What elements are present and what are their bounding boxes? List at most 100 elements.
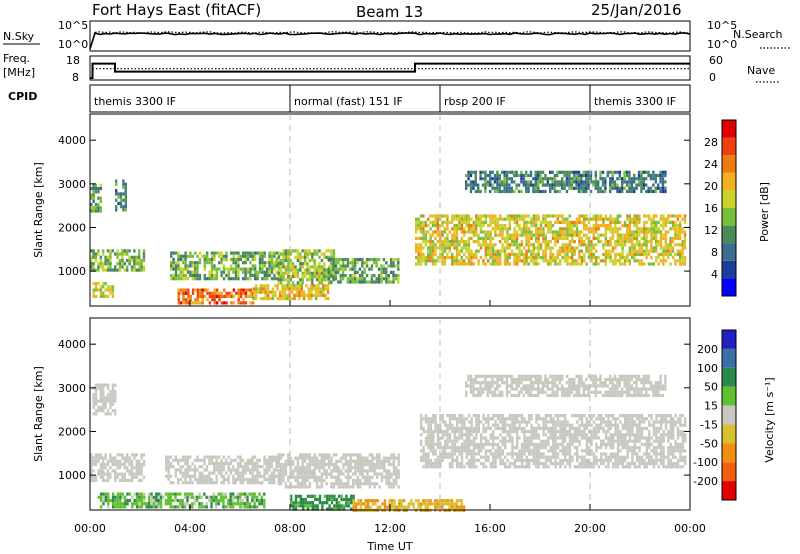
heatmap-cell [458,449,461,453]
heatmap-cell [633,233,636,237]
heatmap-cell [208,458,211,462]
heatmap-cell [458,452,461,456]
heatmap-cell [92,288,95,292]
heatmap-cell [451,442,454,446]
heatmap-cell [419,505,423,509]
heatmap-cell [532,455,536,459]
heatmap-cell [251,267,254,271]
heatmap-cell [561,227,564,231]
heatmap-cell [429,214,432,218]
heatmap-cell [239,301,243,305]
heatmap-cell [623,177,626,181]
heatmap-cell [99,258,102,263]
heatmap-cell [616,230,619,234]
heatmap-cell [525,214,528,218]
heatmap-cell [340,504,343,508]
heatmap-cell [539,246,543,250]
heatmap-cell [208,270,211,274]
heatmap-cell [327,466,331,470]
heatmap-cell [434,442,437,446]
heatmap-cell [334,264,338,268]
heatmap-cell [448,220,451,224]
heatmap-cell [587,180,590,184]
heatmap-cell [294,271,297,275]
heatmap-cell [296,466,300,470]
heatmap-cell [328,494,331,498]
heatmap-cell [289,485,292,489]
heatmap-cell [223,288,226,292]
heatmap-cell [419,502,423,506]
heatmap-cell [104,282,107,286]
heatmap-cell [194,261,197,265]
heatmap-cell [652,170,655,174]
heatmap-cell [631,236,634,240]
heatmap-cell [532,430,536,434]
heatmap-cell [380,274,383,278]
heatmap-cell [182,277,185,281]
heatmap-cell [239,291,243,295]
heatmap-cell [111,291,115,295]
heatmap-cell [619,262,622,266]
heatmap-cell [585,233,588,237]
heatmap-cell [296,459,300,463]
heatmap-cell [371,502,375,506]
heatmap-cell [256,465,259,469]
heatmap-cell [664,246,667,250]
heatmap-cell [337,459,340,463]
heatmap-cell [318,281,321,285]
heatmap-cell [123,495,127,499]
heatmap-cell [344,274,347,278]
heatmap-cell [383,466,386,470]
heatmap-cell [571,233,574,237]
heatmap-cell [528,465,531,469]
heatmap-cell [130,475,134,479]
heatmap-cell [327,462,331,467]
heatmap-cell [229,492,232,496]
heatmap-cell [539,189,542,194]
heatmap-cell [218,267,221,271]
heatmap-cell [326,501,329,505]
heatmap-cell [239,477,242,482]
heatmap-cell [429,252,432,256]
heatmap-cell [351,267,354,271]
heatmap-cell [335,475,338,479]
heatmap-cell [294,268,297,272]
heatmap-cell [410,499,413,503]
heatmap-cell [549,446,552,450]
heatmap-cell [258,502,261,506]
heatmap-cell [275,461,278,466]
heatmap-cell [494,220,497,224]
heatmap-cell [551,183,554,187]
heatmap-cell [456,436,459,440]
heatmap-cell [630,189,633,194]
heatmap-cell [515,256,519,260]
heatmap-cell [258,261,262,265]
heatmap-cell [463,465,466,469]
heatmap-cell [419,214,423,218]
heatmap-cell [188,495,192,499]
heatmap-cell [172,267,175,271]
heatmap-cell [92,469,95,473]
heatmap-cell [106,288,110,292]
heatmap-cell [631,246,634,250]
heatmap-cell [424,224,427,228]
heatmap-cell [319,290,323,294]
heatmap-cell [456,449,459,453]
heatmap-cell [431,220,435,224]
heatmap-cell [256,273,259,278]
heatmap-cell [195,495,199,499]
heatmap-cell [365,264,369,268]
heatmap-cell [590,243,593,247]
heatmap-cell [323,255,326,259]
heatmap-cell [327,456,331,460]
heatmap-cell [351,482,355,486]
heatmap-cell [484,189,487,194]
heatmap-cell [299,265,302,269]
heatmap-cell [174,270,178,274]
heatmap-cell [570,177,573,181]
freq-tick-bottom: 8 [72,71,79,84]
heatmap-cell [244,291,248,295]
heatmap-cell [420,458,423,462]
heatmap-cell [513,426,516,430]
heatmap-cell [563,217,567,221]
